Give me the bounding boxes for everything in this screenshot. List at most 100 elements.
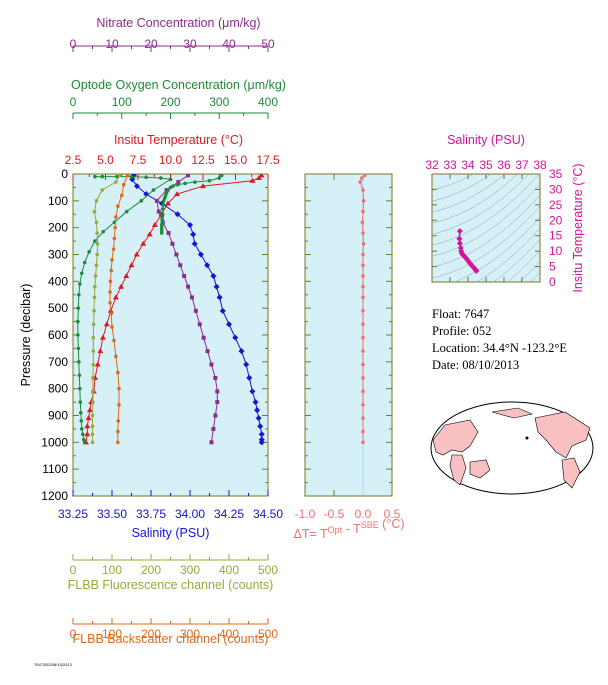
fluorescence-point [90, 413, 95, 418]
figure-stamp: 7647/052/08/10/2013 [34, 662, 73, 667]
dt-point [361, 429, 365, 434]
ts-temperature-tick-label: 5 [549, 260, 556, 274]
backscatter-point [112, 236, 117, 241]
backscatter-point [117, 402, 121, 407]
fluorescence-tick-label: 400 [219, 563, 239, 577]
ts-contour [432, 174, 518, 224]
salinity-tick-label: 34.25 [214, 507, 244, 521]
dt-point [360, 220, 365, 225]
temperature-point [94, 361, 101, 367]
backscatter-point [119, 193, 124, 198]
temperature-point [249, 177, 256, 183]
ts-contour [432, 174, 530, 235]
dt-point [361, 241, 366, 246]
dt-axis-label-part: (°C) [379, 517, 405, 531]
temperature-point [151, 221, 158, 227]
oxygen-tick-label: 400 [258, 95, 278, 109]
temperature-tick-label: 5.0 [97, 153, 114, 167]
dt-point [361, 322, 365, 327]
fluorescence-point [93, 274, 98, 278]
oxygen-point [176, 182, 180, 187]
nitrate-tick-label: 0 [70, 37, 77, 51]
ts-salinity-tick-label: 32 [425, 158, 439, 172]
dt-point [361, 389, 365, 394]
info-date: Date: 08/10/2013 [432, 358, 519, 372]
nitrate-point [209, 440, 214, 445]
pressure-tick-label: 100 [48, 194, 68, 208]
temperature-point [200, 183, 206, 189]
ts-contour [432, 205, 540, 279]
dt-point [361, 362, 365, 367]
dt-tick-label: -0.5 [324, 507, 345, 521]
oxygen-tick-label: 100 [112, 95, 132, 109]
fluorescence-tick-label: 500 [258, 563, 278, 577]
nitrate-point [189, 295, 194, 300]
ts-contour [432, 174, 492, 202]
fluorescence-axis-label: FLBB Fluorescence channel (counts) [68, 578, 274, 592]
ts-salinity-tick-label: 33 [443, 158, 457, 172]
nitrate-tick-label: 10 [105, 37, 119, 51]
pressure-tick-label: 300 [48, 248, 68, 262]
pressure-tick-label: 700 [48, 355, 68, 369]
ts-salinity-tick-label: 36 [497, 158, 511, 172]
oxygen-point [129, 174, 134, 179]
oxygen-point [160, 207, 165, 211]
ts-contour [432, 183, 540, 257]
temperature-tick-label: 15.0 [224, 153, 248, 167]
nitrate-point [174, 252, 179, 257]
backscatter-point [108, 279, 113, 284]
salinity-point [216, 294, 223, 301]
fluorescence-point [91, 322, 96, 327]
temperature-tick-label: 10.0 [159, 153, 183, 167]
salinity-point [204, 262, 211, 269]
ts-contour [432, 174, 540, 246]
salinity-point [174, 211, 181, 218]
oxygen-point [159, 223, 164, 227]
oxygen-point [76, 319, 80, 324]
backscatter-tick-label: 400 [219, 627, 239, 641]
dt-axis-label-part: - T [342, 522, 361, 536]
oxygen-point [78, 400, 83, 404]
pressure-axis-label: Pressure (decibar) [19, 284, 33, 387]
fluorescence-point [91, 362, 96, 367]
oxygen-point [82, 440, 87, 445]
oxygen-point [159, 225, 164, 230]
temperature-point [86, 407, 93, 413]
oxygen-point [161, 199, 166, 203]
temperature-point [128, 262, 135, 268]
oxygen-point [77, 373, 82, 378]
temperature-point [84, 431, 91, 437]
pressure-tick-label: 500 [48, 301, 68, 315]
oxygen-point [76, 306, 81, 310]
ts-temperature-tick-label: 20 [549, 213, 563, 227]
oxygen-point [183, 181, 187, 186]
ts-temperature-tick-label: 0 [549, 275, 556, 289]
ts-contour [432, 174, 506, 213]
fluorescence-tick-label: 0 [70, 563, 77, 577]
nitrate-point [170, 241, 175, 246]
dt-point [358, 180, 362, 184]
ts-salinity-tick-label: 37 [515, 158, 529, 172]
backscatter-point [116, 204, 120, 208]
dt-point [361, 231, 365, 235]
oxygen-point [161, 203, 165, 207]
ts-density-contours [432, 174, 540, 282]
temperature-point [146, 231, 153, 237]
fluorescence-point [94, 263, 99, 268]
oxygen-point [144, 175, 148, 180]
fluorescence-point [94, 220, 99, 225]
fluorescence-point [91, 349, 96, 353]
info-profile: Profile: 052 [432, 324, 491, 338]
oxygen-point [168, 177, 173, 182]
fluorescence-point [114, 180, 118, 184]
fluorescence-point [95, 252, 99, 257]
salinity-point [133, 183, 140, 190]
profile-panel [72, 173, 269, 497]
oxygen-point [78, 386, 82, 391]
temperature-point [112, 294, 119, 300]
temperature-tick-label: 2.5 [65, 153, 82, 167]
temperature-point [164, 200, 171, 206]
salinity-point [197, 251, 204, 258]
salinity-point [258, 439, 265, 446]
